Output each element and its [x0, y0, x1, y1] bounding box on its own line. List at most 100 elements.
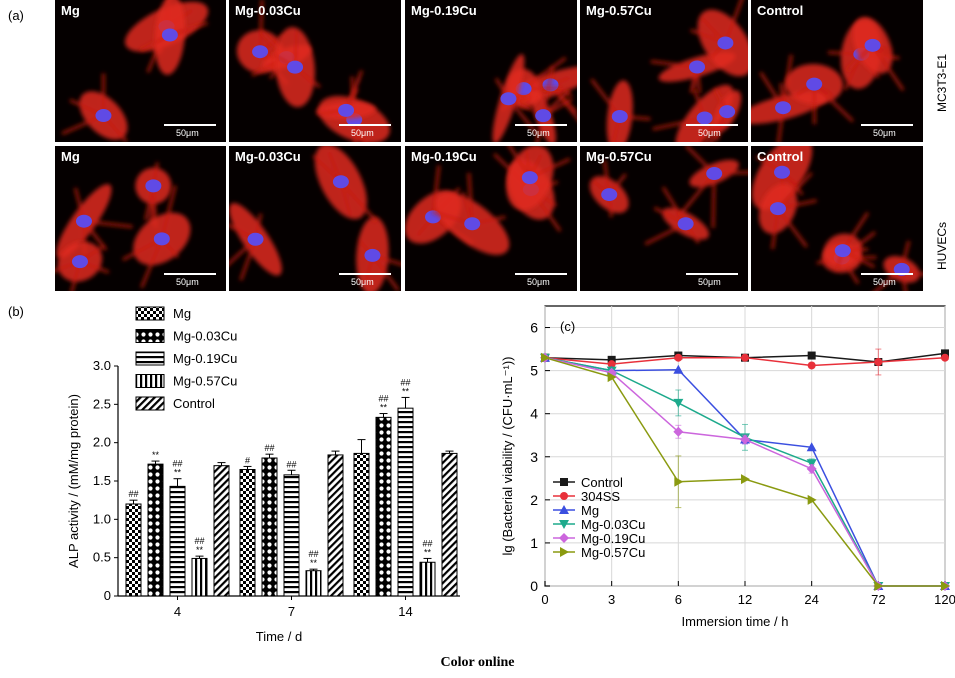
panel-label-c: (c) — [560, 319, 575, 334]
micrograph-tile-label: Mg-0.19Cu — [411, 149, 477, 164]
significance-mark: ## — [400, 377, 410, 387]
significance-mark: ** — [424, 547, 432, 557]
legend-label: Mg-0.19Cu — [173, 351, 237, 366]
data-point — [941, 353, 949, 362]
significance-mark: ** — [196, 545, 204, 555]
micrograph-tile: Mg-0.03Cu 50μm — [229, 146, 401, 291]
significance-mark: ## — [128, 489, 138, 499]
micrograph-tile-label: Control — [757, 3, 804, 18]
y-tick-label: 3 — [530, 449, 538, 465]
significance-mark: ## — [194, 536, 204, 546]
y-tick-label: 0 — [530, 578, 538, 594]
x-tick-label: 6 — [675, 592, 682, 607]
legend-label: Control — [581, 475, 623, 490]
panel-label-a: (a) — [8, 8, 24, 23]
bar — [261, 457, 278, 597]
scale-bar-label: 50μm — [698, 128, 721, 138]
data-point — [874, 581, 884, 591]
data-point — [607, 372, 617, 383]
micrograph-tile-label: Mg-0.03Cu — [235, 3, 301, 18]
data-point — [673, 426, 684, 437]
y-tick-label: 0 — [104, 588, 111, 603]
legend-label: 304SS — [581, 489, 620, 504]
bar — [419, 561, 436, 597]
significance-mark: ## — [308, 549, 318, 559]
x-tick-label: 12 — [738, 592, 752, 607]
micrograph-tile-label: Mg-0.57Cu — [586, 149, 652, 164]
bar — [191, 557, 208, 597]
legend-swatch — [135, 396, 165, 411]
figure-caption: Color online — [440, 655, 515, 670]
x-tick-label: 3 — [608, 592, 615, 607]
legend-label: Mg — [173, 306, 191, 321]
micrograph-tile: Control 50μm — [751, 146, 923, 291]
y-tick-label: 6 — [530, 320, 538, 336]
y-tick-label: 2 — [530, 492, 538, 508]
bar — [305, 570, 322, 597]
scale-bar-label: 50μm — [527, 128, 550, 138]
bar — [375, 416, 392, 597]
scale-bar-label: 50μm — [176, 128, 199, 138]
data-point — [941, 349, 949, 358]
legend-swatch — [135, 306, 165, 321]
bar — [283, 474, 300, 597]
data-point — [560, 492, 568, 500]
y-tick-label: 2.0 — [93, 435, 111, 450]
y-tick-label: 3.0 — [93, 358, 111, 373]
x-tick-label: 7 — [288, 604, 295, 619]
micrograph-tile-label: Mg — [61, 3, 80, 18]
legend-label: Mg-0.19Cu — [581, 531, 645, 546]
micrograph-row-label: HUVECs — [935, 221, 949, 270]
data-point — [741, 474, 750, 485]
scale-bar — [515, 124, 567, 126]
micrograph-tile: Mg-0.57Cu 50μm — [580, 0, 748, 142]
scale-bar — [164, 273, 216, 275]
data-point — [673, 364, 684, 374]
micrograph-tile-label: Control — [757, 149, 804, 164]
scale-bar — [686, 124, 738, 126]
data-point — [807, 494, 817, 505]
scale-bar — [861, 273, 913, 275]
data-point — [740, 434, 750, 445]
scale-bar — [339, 124, 391, 126]
legend-label: Mg-0.57Cu — [173, 374, 237, 389]
bar — [147, 463, 164, 597]
micrograph-tile-label: Mg-0.57Cu — [586, 3, 652, 18]
y-tick-label: 5 — [530, 363, 538, 379]
data-point — [607, 355, 616, 364]
legend-label: Control — [173, 396, 215, 411]
significance-mark: ## — [378, 394, 388, 404]
scale-bar — [515, 273, 567, 275]
y-tick-label: 4 — [530, 406, 538, 422]
alp-activity-chart: Mg Mg-0.03Cu Mg-0.19Cu Mg-0.57Cu Control 0 0.5… — [66, 306, 460, 644]
significance-mark: ** — [380, 403, 388, 413]
y-axis-label: lg (Bacterial viability / (CFU·mL⁻¹)) — [500, 357, 515, 556]
micrograph-tile: Mg-0.19Cu 50μm — [405, 0, 577, 142]
bar — [239, 469, 256, 597]
data-point — [674, 476, 684, 487]
significance-mark: ## — [264, 443, 274, 453]
micrograph-row-label: MC3T3-E1 — [935, 53, 949, 112]
micrograph-tile-label: Mg-0.19Cu — [411, 3, 477, 18]
y-axis-label: ALP activity / (mM/mg protein) — [66, 394, 81, 568]
y-tick-label: 0.5 — [93, 550, 111, 565]
micrograph-tile: Mg-0.03Cu 50μm — [229, 0, 401, 142]
data-point — [560, 547, 569, 557]
scale-bar — [164, 124, 216, 126]
y-tick-label: 1.0 — [93, 511, 111, 526]
x-tick-label: 24 — [804, 592, 818, 607]
x-tick-label: 72 — [871, 592, 885, 607]
scale-bar — [861, 124, 913, 126]
scale-bar-label: 50μm — [176, 277, 199, 287]
data-point — [874, 358, 883, 366]
micrograph-tile-label: Mg — [61, 149, 80, 164]
data-point — [559, 533, 569, 543]
data-point — [673, 398, 684, 408]
bar — [353, 452, 370, 597]
significance-mark: ** — [152, 450, 160, 460]
legend-swatch — [135, 374, 165, 388]
data-point — [560, 478, 568, 486]
data-point — [806, 442, 817, 452]
scale-bar-label: 50μm — [527, 277, 550, 287]
data-point — [607, 360, 616, 369]
